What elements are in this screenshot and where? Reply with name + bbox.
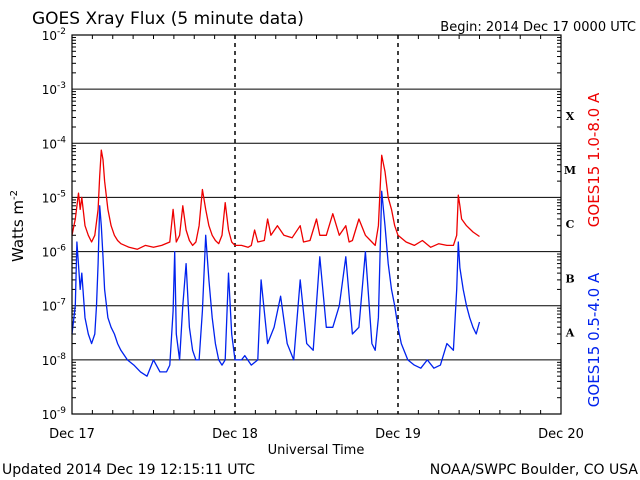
- y-axis-label-exponent: -2: [9, 190, 20, 200]
- x-tick-label: Dec 18: [212, 427, 258, 442]
- flare-class-x: X: [566, 110, 575, 123]
- series-line-2: [71, 190, 481, 377]
- x-tick-labels: Dec 17 Dec 18 Dec 19 Dec 20: [49, 427, 584, 442]
- credit-label: NOAA/SWPC Boulder, CO USA: [430, 462, 639, 478]
- flare-class-labels: X M C B A: [564, 110, 576, 340]
- flare-class-m: M: [564, 164, 576, 177]
- y-tick-label: 10-9: [42, 406, 67, 422]
- plot-frame: [71, 34, 562, 415]
- flare-class-b: B: [565, 272, 574, 285]
- grid: [72, 35, 561, 414]
- x-tick-label: Dec 19: [375, 427, 421, 442]
- y-tick-label: 10-8: [42, 352, 67, 368]
- legend-series-2: GOES15 0.5-4.0 A: [585, 272, 603, 407]
- x-tick-label: Dec 17: [49, 427, 95, 442]
- series-layer: [71, 149, 481, 377]
- legend-series-1: GOES15 1.0-8.0 A: [585, 92, 603, 227]
- x-tick-label: Dec 20: [538, 427, 584, 442]
- y-tick-label: 10-3: [42, 81, 66, 97]
- flare-class-a: A: [565, 327, 575, 340]
- flare-class-c: C: [566, 218, 575, 231]
- x-axis-label: Universal Time: [268, 443, 365, 458]
- begin-label: Begin: 2014 Dec 17 0000 UTC: [440, 20, 636, 35]
- chart-title: GOES Xray Flux (5 minute data): [32, 9, 304, 29]
- y-tick-label: 10-4: [42, 135, 67, 151]
- y-tick-labels: 10-9 10-8 10-7 10-6 10-5 10-4 10-3 10-2: [42, 27, 67, 422]
- series-line-1: [71, 149, 480, 250]
- y-tick-label: 10-5: [42, 189, 66, 205]
- legend: GOES15 1.0-8.0 A GOES15 0.5-4.0 A: [585, 92, 603, 407]
- updated-timestamp: Updated 2014 Dec 19 12:15:11 UTC: [2, 462, 255, 478]
- y-tick-label: 10-2: [42, 27, 66, 43]
- y-axis-label-text: Watts m: [9, 200, 27, 262]
- y-axis-label: Watts m-2: [9, 190, 27, 262]
- y-tick-label: 10-6: [42, 244, 67, 260]
- y-tick-label: 10-7: [42, 298, 66, 314]
